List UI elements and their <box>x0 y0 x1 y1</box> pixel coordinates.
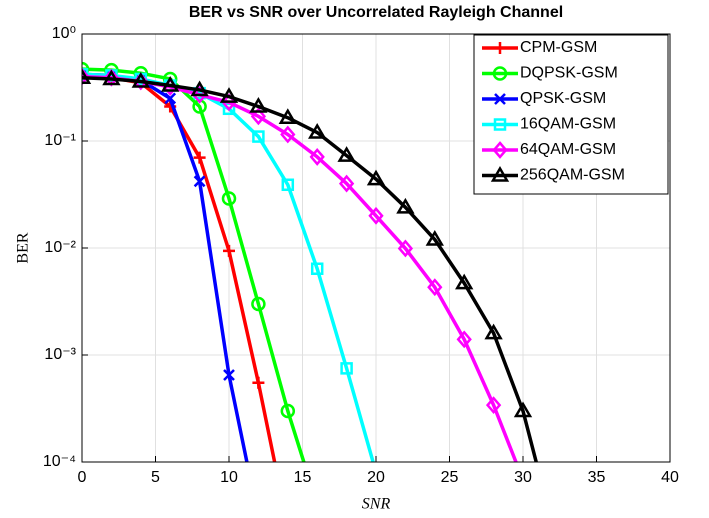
data-point <box>456 330 472 349</box>
x-tick-label: 40 <box>661 469 679 486</box>
data-point <box>193 151 206 164</box>
data-point <box>280 125 296 144</box>
data-point <box>82 68 92 85</box>
legend-marker <box>494 93 506 105</box>
y-tick-label: 10⁰ <box>52 25 76 42</box>
legend-label: DQPSK-GSM <box>520 65 618 82</box>
legend-label: CPM-GSM <box>520 39 597 56</box>
data-point <box>485 396 502 415</box>
x-tick-label: 0 <box>78 469 87 486</box>
data-point <box>281 178 295 192</box>
data-point <box>278 108 297 124</box>
data-point <box>309 147 325 166</box>
data-point <box>337 146 356 162</box>
legend-label: 16QAM-GSM <box>520 116 616 133</box>
data-point <box>219 87 239 103</box>
data-point <box>193 175 206 188</box>
series-line <box>82 76 539 462</box>
data-point <box>161 76 180 92</box>
x-tick-label: 20 <box>367 469 385 486</box>
data-point <box>250 107 267 126</box>
legend-label: 256QAM-GSM <box>520 167 625 184</box>
legend-label: QPSK-GSM <box>520 90 606 107</box>
legend-marker <box>494 42 506 54</box>
data-point <box>131 71 150 88</box>
series-line <box>82 67 306 462</box>
data-point <box>397 239 414 258</box>
data-point <box>223 244 235 257</box>
data-point <box>221 191 237 206</box>
legend-marker <box>490 166 510 182</box>
data-point <box>82 67 90 86</box>
x-tick-label: 10 <box>220 469 238 486</box>
data-point <box>338 174 355 193</box>
data-point <box>252 376 265 389</box>
y-tick-label: 10⁻² <box>44 239 76 256</box>
x-tick-label: 5 <box>151 469 160 486</box>
data-point <box>251 296 266 312</box>
series-layer <box>82 61 539 518</box>
y-tick-label: 10⁻³ <box>44 346 76 363</box>
data-point <box>427 278 443 297</box>
data-point <box>310 262 324 275</box>
legend-box <box>473 34 669 195</box>
data-point <box>253 513 263 518</box>
x-tick-label: 25 <box>441 469 459 486</box>
data-point <box>280 403 296 419</box>
data-point <box>252 130 265 143</box>
data-point <box>223 369 235 381</box>
data-point <box>513 401 533 418</box>
data-point <box>425 230 444 246</box>
data-point <box>396 197 415 214</box>
legend-marker <box>492 141 508 159</box>
x-tick-label: 35 <box>588 469 606 486</box>
data-point <box>102 69 121 86</box>
data-point <box>308 123 327 139</box>
y-axis-label: BER <box>15 232 32 263</box>
x-axis-label: SNR <box>362 496 391 513</box>
y-tick-label: 10⁻¹ <box>44 132 76 149</box>
y-tick-label: 10⁻⁴ <box>43 453 76 470</box>
data-point <box>340 362 353 375</box>
x-tick-label: 15 <box>294 469 312 486</box>
chart-title: BER vs SNR over Uncorrelated Rayleigh Ch… <box>189 4 563 21</box>
legend-marker <box>492 66 508 81</box>
data-point <box>164 92 177 105</box>
data-point <box>190 80 209 97</box>
legend: CPM-GSM DQPSK-GSM QPSK-GSM 16QAM-GSM 64QAM-G… <box>473 34 669 195</box>
legend-label: 64QAM-GSM <box>520 141 616 158</box>
data-point <box>249 97 268 113</box>
data-point <box>366 169 386 186</box>
data-point <box>221 93 237 112</box>
x-tick-label: 30 <box>514 469 532 486</box>
data-point <box>455 273 474 290</box>
legend-marker <box>493 118 507 131</box>
data-point <box>484 323 503 340</box>
plot-frame <box>81 33 671 463</box>
data-point <box>311 499 323 511</box>
data-point <box>368 206 384 225</box>
